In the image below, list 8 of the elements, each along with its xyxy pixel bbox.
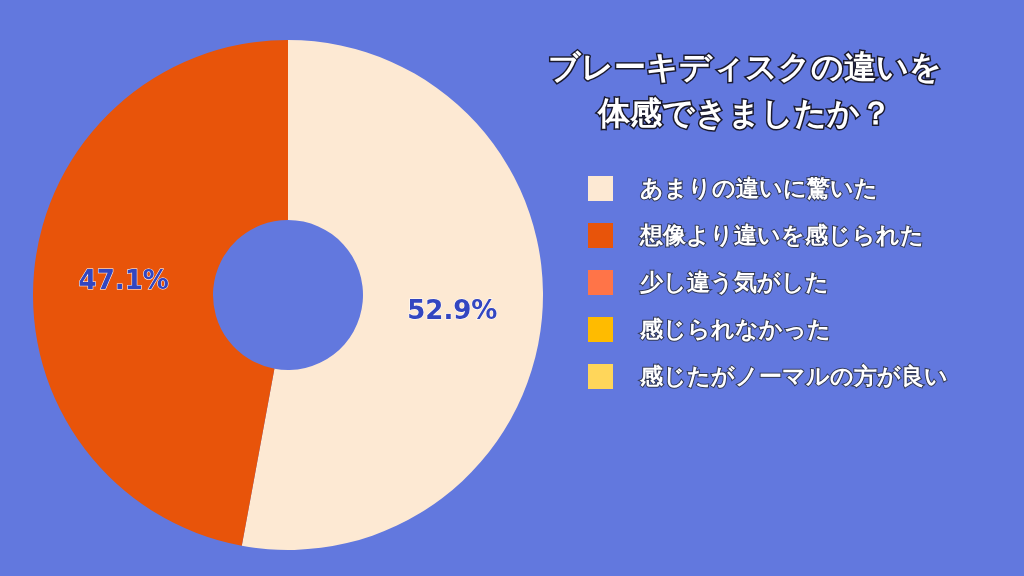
text: ブレーキディスクの違いを体感できましたか？ — [548, 48, 942, 132]
legend-label: 想像より違いを感じられた — [639, 222, 924, 248]
legend-label: 少し違う気がした — [640, 269, 829, 295]
legend-label: 感じられなかった — [639, 316, 831, 342]
legend-label: 感じたがノーマルの方が良い — [639, 363, 948, 389]
legend-label: あまりの違いに驚いた — [640, 175, 878, 201]
data-label: 52.9% — [407, 295, 498, 326]
data-label: 47.1% — [78, 264, 169, 295]
